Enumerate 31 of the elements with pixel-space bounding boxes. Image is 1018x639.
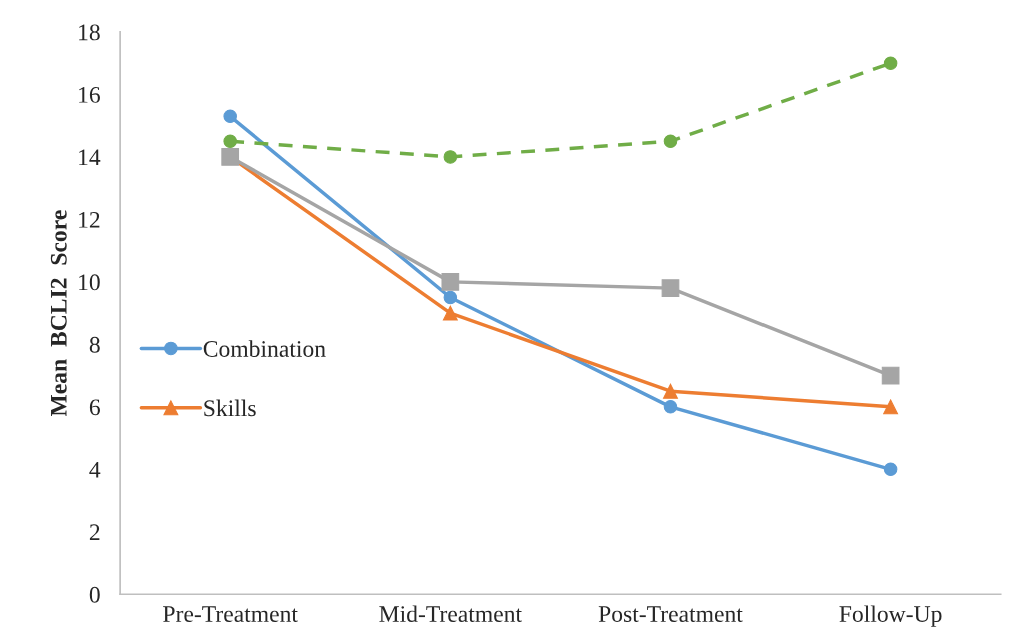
y-tick-label: 6: [89, 399, 100, 416]
y-tick-label: 12: [79, 211, 100, 228]
point: [663, 400, 678, 414]
x-tick-label: Pre-Treatment: [163, 606, 298, 622]
y-tick-label: 2: [89, 524, 100, 540]
y-tick-label: 14: [79, 149, 101, 166]
y-tick-label: 18: [79, 24, 100, 41]
y-tick-label: 0: [89, 586, 100, 603]
point: [663, 383, 678, 399]
point: [443, 150, 458, 164]
legend-label: Combination: [203, 340, 326, 357]
x-tick-label: Mid-Treatment: [379, 605, 522, 622]
x-tick-label: Follow-Up: [839, 605, 942, 627]
legend-label: Skills: [204, 399, 256, 417]
point: [223, 109, 237, 124]
point: [223, 134, 237, 149]
point: [661, 279, 680, 297]
point: [442, 305, 458, 321]
point: [443, 290, 458, 305]
point: [663, 134, 678, 149]
point: [883, 399, 899, 415]
point: [883, 462, 898, 477]
y-tick-label: 16: [79, 86, 100, 103]
y-tick-label: 8: [89, 336, 100, 353]
y-tick-label: 4: [89, 461, 101, 478]
point: [881, 366, 900, 385]
point: [883, 56, 898, 70]
y-tick-label: 10: [79, 274, 100, 291]
x-tick-label: Post-Treatment: [598, 606, 743, 622]
y-axis-title: Mean BCLI2 Score: [50, 210, 67, 417]
point: [441, 273, 460, 291]
